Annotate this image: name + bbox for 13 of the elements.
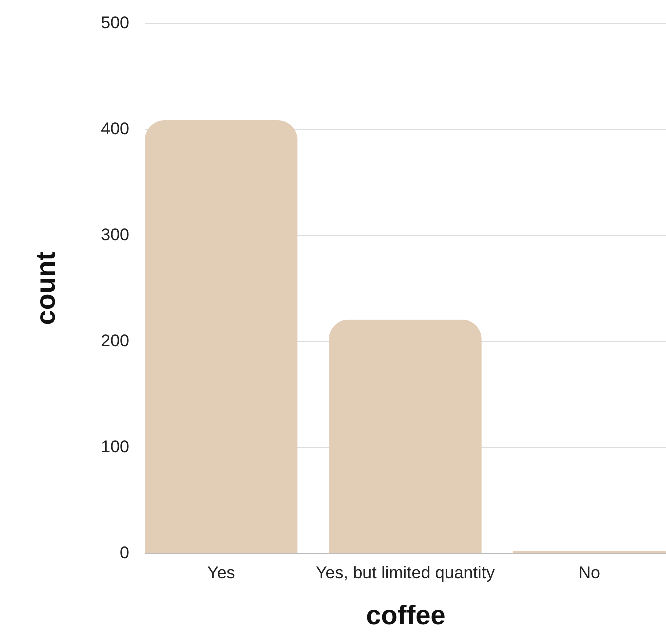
y-tick-label: 0 (120, 544, 130, 562)
x-tick-label: No (578, 564, 600, 582)
y-axis-title: count (31, 252, 62, 326)
bar (329, 320, 482, 553)
y-tick-label: 100 (101, 438, 130, 456)
y-tick-label: 300 (101, 226, 130, 244)
y-tick-label: 500 (101, 14, 130, 32)
x-tick-label: Yes (208, 564, 236, 582)
bar (145, 120, 298, 553)
x-axis-title: coffee (366, 600, 446, 630)
x-tick-label: Yes, but limited quantity (316, 564, 496, 582)
y-tick-label: 400 (101, 120, 130, 138)
y-tick-label: 200 (101, 332, 130, 350)
